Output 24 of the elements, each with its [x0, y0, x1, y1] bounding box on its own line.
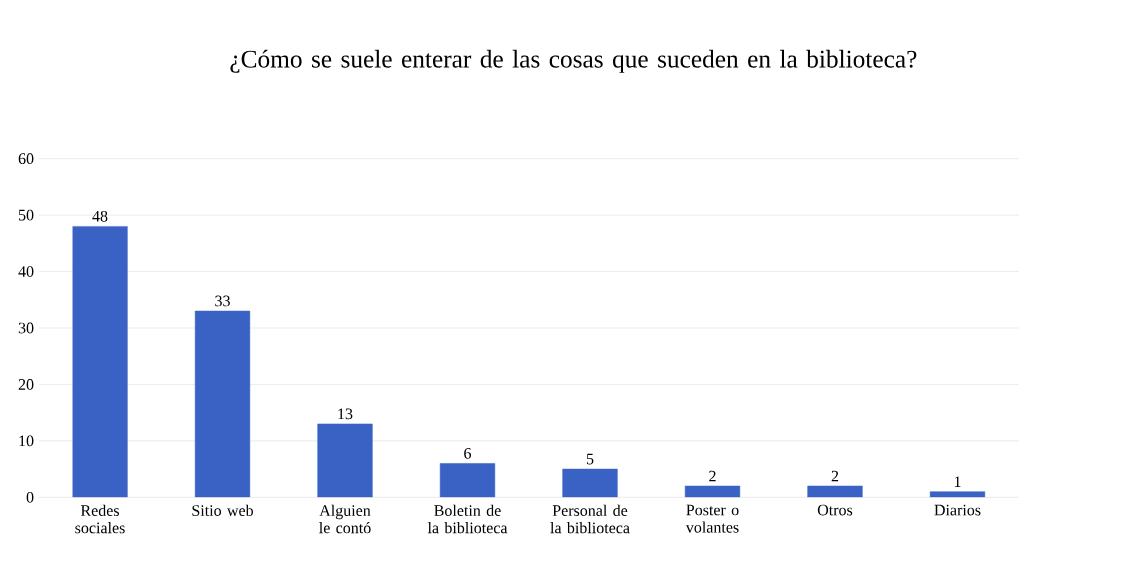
x-tick-label: Personal de la biblioteca: [550, 504, 630, 534]
y-tick-label: 50: [18, 209, 34, 221]
x-tick-label: Alguien le contó: [319, 504, 371, 534]
data-label: 33: [215, 295, 230, 307]
y-tick-label: 40: [18, 266, 34, 277]
x-tick-label: Poster o volantes: [685, 504, 739, 533]
y-tick-label: 20: [18, 379, 34, 390]
data-label: 1: [954, 476, 961, 487]
x-tick-label: Diarios: [934, 504, 981, 516]
y-tick-label: 10: [19, 435, 34, 447]
y-tick-label: 0: [26, 491, 34, 503]
data-label: 48: [92, 210, 108, 222]
x-tick-label: Boletin de la biblioteca: [427, 504, 508, 534]
x-tick-label: Otros: [817, 504, 853, 516]
x-tick-label: Sitio web: [192, 504, 253, 516]
data-label: 13: [338, 408, 353, 420]
y-tick-label: 30: [18, 322, 34, 334]
data-label: 2: [831, 470, 839, 482]
data-label: 2: [709, 470, 716, 482]
data-label: 6: [464, 447, 472, 459]
chart-title: ¿Cómo se suele enterar de las cosas que suceden en la biblioteca?: [230, 49, 917, 73]
data-label: 5: [586, 453, 594, 465]
y-tick-label: 60: [18, 153, 34, 165]
x-tick-label: Redes sociales: [75, 504, 125, 534]
